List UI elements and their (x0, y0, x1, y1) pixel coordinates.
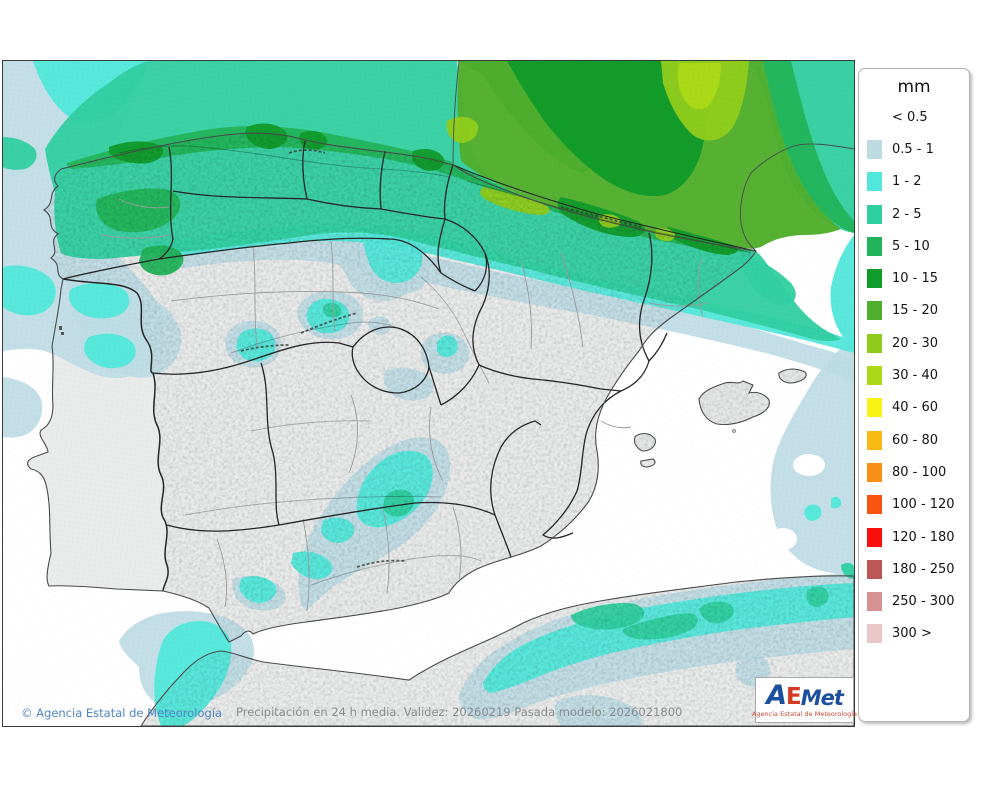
legend-swatch (867, 495, 882, 515)
legend-swatch (867, 624, 882, 644)
legend-row: 250 - 300 (859, 585, 969, 617)
legend-label: 30 - 40 (892, 368, 939, 384)
legend-label: 20 - 30 (892, 335, 939, 351)
legend-swatch (867, 236, 882, 256)
legend-label: 2 - 5 (892, 206, 922, 222)
legend-swatch (867, 139, 882, 159)
legend-label: 100 - 120 (892, 497, 955, 513)
legend-label: 250 - 300 (892, 594, 955, 610)
legend-row: 5 - 10 (859, 230, 969, 262)
legend-label: 300 > (892, 626, 932, 642)
legend-label: 0.5 - 1 (892, 141, 934, 157)
legend-row: 30 - 40 (859, 359, 969, 391)
legend-row: 120 - 180 (859, 521, 969, 553)
precipitation-map (3, 61, 854, 726)
legend-rows: < 0.5 0.5 - 1 1 - 2 2 - 5 5 - 10 10 - 15 15 - … (859, 101, 969, 650)
legend-label: < 0.5 (892, 109, 928, 125)
legend-row: 0.5 - 1 (859, 133, 969, 165)
legend-row: 2 - 5 (859, 198, 969, 230)
map-frame: © Agencia Estatal de Meteorología Precip… (2, 60, 858, 727)
legend-row: 180 - 250 (859, 553, 969, 585)
legend-swatch (867, 559, 882, 579)
logo-letter: M (800, 685, 822, 710)
legend-swatch (867, 301, 882, 321)
legend-label: 180 - 250 (892, 561, 955, 577)
legend-row: 100 - 120 (859, 489, 969, 521)
precipitation-legend: mm < 0.5 0.5 - 1 1 - 2 2 - 5 5 - 10 10 - 15 15… (858, 68, 970, 722)
legend-label: 10 - 15 (892, 271, 939, 287)
legend-swatch (867, 398, 882, 418)
legend-row: 40 - 60 (859, 392, 969, 424)
legend-swatch (867, 172, 882, 192)
map-caption: Precipitación en 24 h media. Validez: 20… (236, 705, 683, 719)
legend-swatch (867, 269, 882, 289)
legend-label: 60 - 80 (892, 432, 939, 448)
map-copyright: © Agencia Estatal de Meteorología (21, 706, 223, 720)
legend-label: 5 - 10 (892, 238, 930, 254)
logo-letter: A (766, 679, 787, 711)
dither-overlay (3, 61, 854, 726)
legend-row: < 0.5 (859, 101, 969, 133)
legend-row: 60 - 80 (859, 424, 969, 456)
legend-row: 300 > (859, 618, 969, 650)
logo-letter: E (785, 683, 802, 710)
logo-letter: t (833, 685, 844, 710)
logo-letter: e (820, 685, 835, 710)
legend-row: 1 - 2 (859, 166, 969, 198)
legend-swatch (867, 204, 882, 224)
legend-swatch (867, 333, 882, 353)
legend-swatch (867, 462, 882, 482)
legend-swatch (867, 592, 882, 612)
legend-label: 15 - 20 (892, 303, 939, 319)
legend-label: 120 - 180 (892, 529, 955, 545)
legend-label: 1 - 2 (892, 174, 922, 190)
legend-row: 20 - 30 (859, 327, 969, 359)
legend-row: 15 - 20 (859, 295, 969, 327)
legend-label: 80 - 100 (892, 464, 947, 480)
legend-label: 40 - 60 (892, 400, 939, 416)
legend-row: 80 - 100 (859, 456, 969, 488)
legend-swatch (867, 430, 882, 450)
aemet-logo-subtitle: Agencia Estatal de Meteorología (751, 709, 858, 718)
legend-swatch (867, 366, 882, 386)
legend-row: 10 - 15 (859, 262, 969, 294)
legend-title: mm (897, 77, 931, 97)
legend-swatch (867, 527, 882, 547)
